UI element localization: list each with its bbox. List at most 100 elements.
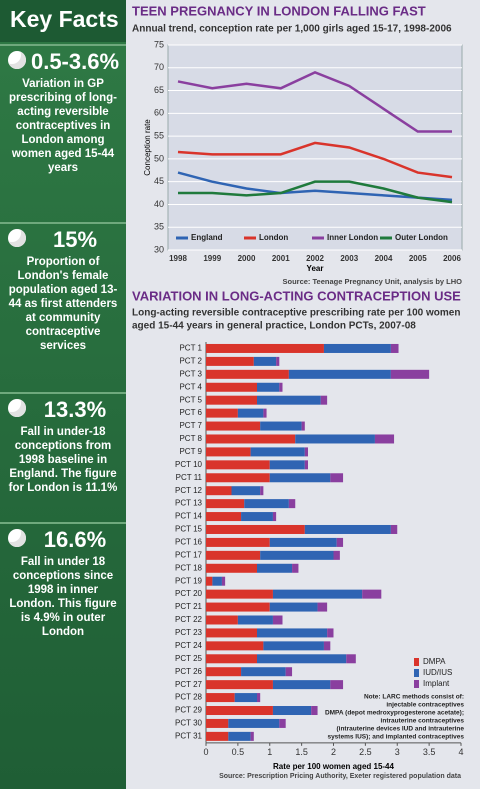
y-tick-label: PCT 18 [175,563,203,572]
chart-subtitle: Annual trend, conception rate per 1,000 … [132,24,452,35]
y-tick-label: PCT 12 [175,486,203,495]
bar-segment [206,718,229,728]
bar-segment [206,589,273,599]
x-axis-label: Year [307,264,324,273]
bar-segment [390,343,399,353]
fact-figure: 16.6% [0,524,126,553]
y-tick-label: PCT 13 [175,499,203,508]
bar-segment [253,356,277,366]
bar-segment [206,563,257,573]
bar-segment [206,408,238,418]
bar-segment [269,460,305,470]
x-tick-label: 3.5 [423,747,436,757]
y-tick-label: PCT 31 [175,731,203,740]
bar-segment [228,718,280,728]
legend-swatch [414,680,419,688]
bar-segment [269,537,337,547]
fact: 15% Proportion of London's female populat… [0,222,126,355]
note: Note: LARC methods consist of: [364,694,464,701]
y-tick-label: PCT 2 [179,357,202,366]
y-tick-label: PCT 14 [175,512,203,521]
line-series [177,70,452,133]
bar-segment [292,563,299,573]
bar-segment [206,434,296,444]
bar-segment [206,628,257,638]
note: intrauterine contraceptives [381,718,465,725]
legend-label: Outer London [395,233,448,242]
plot-area [167,44,463,251]
y-tick-label: PCT 15 [175,525,203,534]
y-tick-label: PCT 16 [175,538,203,547]
bar-segment [374,434,395,444]
bar-segment [276,356,280,366]
fact-text: Fall in under 18 conceptions since 1998 … [9,556,117,638]
y-tick-label: 65 [154,85,164,95]
fact: 13.3% Fall in under-18 conceptions from 1… [0,392,126,497]
bar-segment [304,524,391,534]
y-tick-label: 40 [154,199,164,209]
bar-segment [231,486,261,496]
y-tick-label: 75 [154,39,164,49]
bar-segment [304,447,308,457]
y-tick-label: PCT 23 [175,628,203,637]
x-tick-label: 2000 [238,254,256,263]
bar-segment [330,473,344,483]
bar-segment [206,499,245,509]
y-tick-label: PCT 1 [179,344,202,353]
y-tick-label: 55 [154,130,164,140]
legend-swatch [414,669,419,677]
bar-segment [263,408,267,418]
bar-segment [206,395,257,405]
y-tick-label: PCT 3 [179,369,202,378]
bar-segment [206,667,242,677]
bar-segment [257,628,328,638]
bar-segment [272,706,312,716]
bar-segment [206,447,251,457]
bar-segment [330,680,344,690]
legend-label: England [191,233,223,242]
y-tick-label: 30 [154,244,164,254]
legend-label: Implant [423,679,450,688]
bar-segment [362,589,382,599]
chart-subtitle: Long-acting reversible contraceptive pre… [132,308,460,319]
bar-segment [234,693,257,703]
y-tick-label: PCT 21 [175,602,203,611]
bar-segment [288,499,296,509]
y-tick-label: PCT 8 [179,434,202,443]
bar-segment [311,706,318,716]
bar-segment [206,641,264,651]
x-tick-label: 2003 [340,254,358,263]
bar-segment [221,576,226,586]
y-tick-label: PCT 28 [175,693,203,702]
bar-segment [206,680,273,690]
x-tick-label: 1999 [203,254,221,263]
x-tick-label: 1 [267,747,272,757]
fact: 0.5-3.6% Variation in GP prescribing of l… [0,44,126,177]
y-tick-label: PCT 7 [179,421,202,430]
y-tick-label: PCT 4 [179,382,202,391]
y-tick-label: PCT 9 [179,447,202,456]
fact: 16.6% Fall in under 18 conceptions since … [0,522,126,641]
line-series [178,180,453,204]
y-tick-label: 60 [154,108,164,118]
source: Source: Prescription Pricing Authority, … [219,773,461,780]
fact-text: Fall in under-18 conceptions from 1998 b… [8,426,118,494]
bar-segment [206,369,289,379]
bar-segment [260,421,302,431]
bar-segment [206,382,257,392]
bar-segment [333,550,340,560]
charts: TEEN PREGNANCY IN LONDON FALLING FAST Ann… [126,0,480,789]
y-tick-label: 70 [154,62,164,72]
note: injectable contraceptives [386,702,464,709]
bar-segment [228,731,251,741]
bar-segment [304,460,308,470]
x-tick-label: 1.5 [295,747,308,757]
x-tick-label: 1998 [169,254,187,263]
legend-label: Inner London [327,233,378,242]
x-tick-label: 0.5 [232,747,245,757]
bar-segment [206,615,238,625]
bar-segment [272,512,277,522]
bar-segment [263,641,324,651]
fact-figure: 13.3% [0,394,126,423]
